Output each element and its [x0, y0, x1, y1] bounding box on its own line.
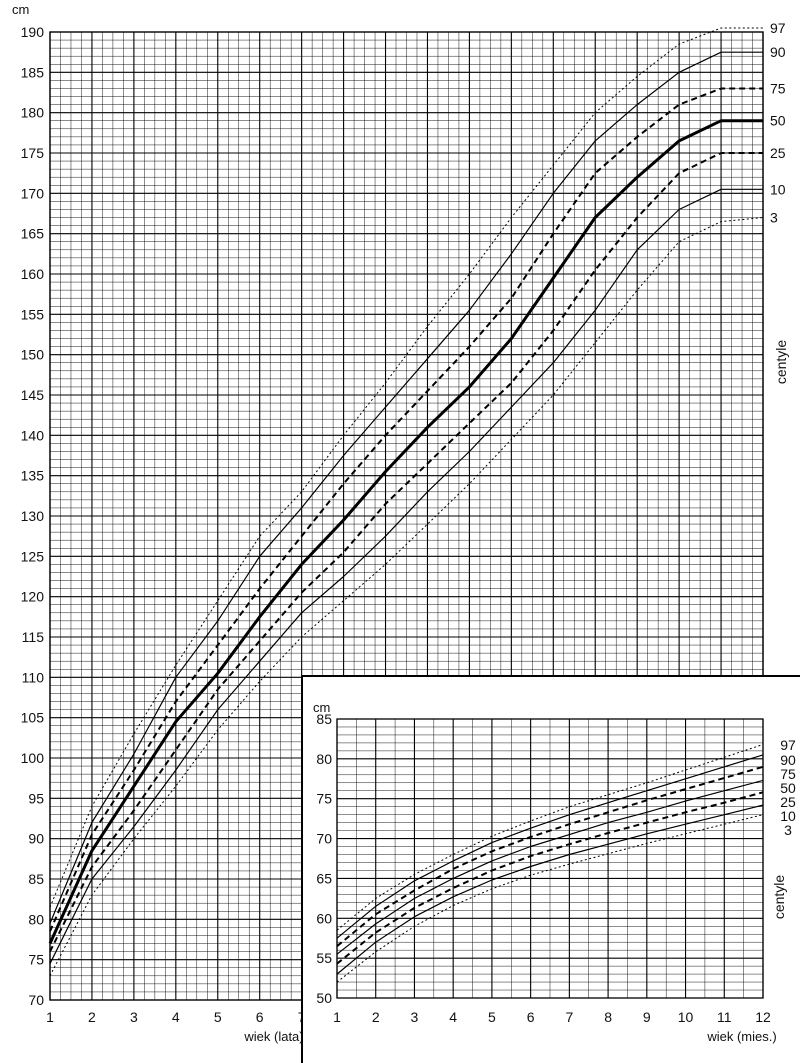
inset-plot-frame	[336, 718, 764, 999]
inset-series-97-line	[336, 744, 764, 931]
main-y-tick-label: 170	[21, 185, 45, 201]
main-series-90-line	[49, 51, 763, 924]
main-y-tick-label: 105	[21, 710, 45, 726]
main-centile-label-25: 25	[770, 145, 786, 161]
main-y-tick-label: 140	[21, 427, 45, 443]
main-series-25-line	[49, 152, 763, 953]
main-series-97-line	[49, 27, 763, 908]
main-centile-label-97: 97	[770, 20, 786, 36]
inset-x-tick-label: 12	[755, 1009, 771, 1025]
inset-x-tick-label: 10	[678, 1009, 694, 1025]
main-centile-label-90: 90	[770, 44, 786, 60]
main-y-tick-label: 155	[21, 306, 45, 322]
inset-centile-label-97: 97	[780, 737, 796, 753]
main-x-tick-label: 6	[256, 1009, 264, 1025]
inset-centile-label-10: 10	[780, 808, 796, 824]
main-series-75-line	[49, 87, 763, 932]
main-y-tick-label: 100	[21, 750, 45, 766]
inset-y-tick-label: 60	[316, 910, 332, 926]
inset-series-90-line	[336, 754, 764, 939]
inset-y-unit-label: cm	[313, 700, 330, 715]
main-y-tick-label: 110	[22, 669, 45, 685]
inset-x-tick-label: 4	[449, 1009, 457, 1025]
inset-x-tick-label: 9	[643, 1009, 651, 1025]
main-y-unit-label: cm	[12, 2, 29, 17]
main-y-tick-label: 115	[22, 629, 45, 645]
main-series-3-line	[49, 217, 764, 977]
main-x-tick-label: 1	[46, 1009, 54, 1025]
main-x-tick-label: 2	[88, 1009, 96, 1025]
inset-y-tick-label: 75	[316, 791, 332, 807]
inset-x-tick-label: 3	[411, 1009, 419, 1025]
inset-centyle-label: centyle	[771, 875, 787, 920]
main-x-tick-label: 3	[130, 1009, 138, 1025]
inset-x-tick-label: 8	[604, 1009, 612, 1025]
main-y-tick-label: 145	[21, 387, 45, 403]
inset-centile-label-90: 90	[780, 752, 796, 768]
inset-centile-label-25: 25	[780, 794, 796, 810]
main-y-tick-label: 125	[21, 548, 45, 564]
main-centile-label-10: 10	[770, 181, 786, 197]
inset-x-tick-label: 5	[488, 1009, 496, 1025]
main-y-tick-label: 165	[21, 226, 45, 242]
main-y-tick-label: 95	[28, 790, 44, 806]
main-y-tick-label: 185	[21, 64, 45, 80]
inset-x-tick-label: 11	[717, 1009, 732, 1025]
inset-x-tick-label: 6	[527, 1009, 535, 1025]
inset-y-tick-label: 70	[316, 831, 332, 847]
main-y-tick-label: 175	[21, 145, 45, 161]
inset-series-50-line	[336, 779, 764, 955]
inset-x-tick-label: 7	[565, 1009, 573, 1025]
inset-series-10-line	[336, 804, 764, 975]
main-series-10-line	[49, 188, 763, 964]
inset-y-tick-label: 80	[316, 751, 332, 767]
main-y-tick-label: 85	[28, 871, 44, 887]
main-x-tick-label: 4	[172, 1009, 180, 1025]
main-centile-label-3: 3	[770, 210, 778, 226]
main-y-tick-label: 70	[28, 992, 44, 1008]
main-y-tick-label: 180	[21, 105, 45, 121]
main-y-tick-label: 130	[21, 508, 45, 524]
inset-y-tick-label: 50	[316, 990, 332, 1006]
main-y-tick-label: 135	[21, 468, 45, 484]
main-y-tick-label: 160	[21, 266, 45, 282]
inset-y-tick-label: 55	[316, 950, 332, 966]
main-y-tick-label: 75	[28, 952, 44, 968]
main-centyle-label: centyle	[773, 340, 789, 385]
inset-x-tick-label: 2	[372, 1009, 380, 1025]
main-x-tick-label: 5	[214, 1009, 222, 1025]
inset-centile-label-3: 3	[784, 822, 792, 838]
inset-y-tick-label: 85	[316, 711, 332, 727]
main-centile-label-50: 50	[770, 113, 786, 129]
inset-y-tick-label: 65	[316, 870, 332, 886]
main-centile-label-75: 75	[770, 80, 786, 96]
inset-series-25-line	[336, 791, 764, 965]
main-x-axis-label: wiek (lata)	[243, 1029, 303, 1044]
main-y-tick-label: 120	[21, 589, 45, 605]
main-series-50-line	[48, 119, 763, 945]
inset-x-axis-label: wiek (mies.)	[706, 1029, 776, 1044]
main-y-tick-label: 190	[21, 24, 45, 40]
main-y-tick-label: 80	[28, 911, 44, 927]
inset-series-75-line	[336, 765, 764, 947]
main-y-tick-label: 150	[21, 347, 45, 363]
main-y-tick-label: 90	[28, 831, 44, 847]
inset-centile-label-75: 75	[780, 766, 796, 782]
inset-centile-label-50: 50	[780, 780, 796, 796]
inset-x-tick-label: 1	[333, 1009, 341, 1025]
